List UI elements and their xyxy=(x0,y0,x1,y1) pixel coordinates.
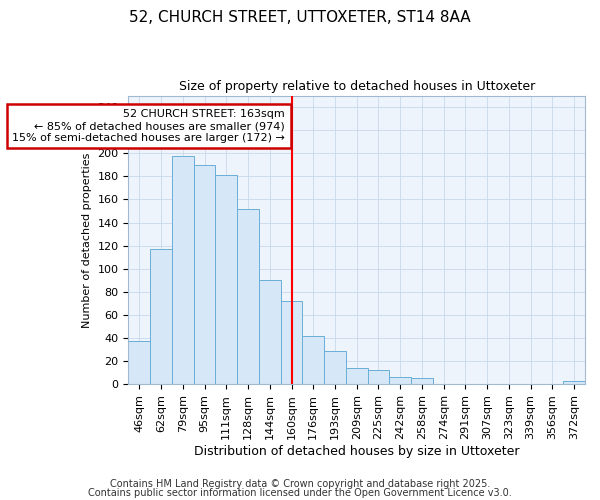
Bar xyxy=(259,280,281,384)
Bar xyxy=(563,380,585,384)
Bar xyxy=(346,368,368,384)
Bar xyxy=(150,249,172,384)
Bar xyxy=(128,342,150,384)
Text: 52, CHURCH STREET, UTTOXETER, ST14 8AA: 52, CHURCH STREET, UTTOXETER, ST14 8AA xyxy=(129,10,471,25)
Text: 52 CHURCH STREET: 163sqm
← 85% of detached houses are smaller (974)
15% of semi-: 52 CHURCH STREET: 163sqm ← 85% of detach… xyxy=(12,110,285,142)
Bar xyxy=(194,165,215,384)
Bar xyxy=(281,301,302,384)
Bar xyxy=(368,370,389,384)
Y-axis label: Number of detached properties: Number of detached properties xyxy=(82,152,92,328)
Bar xyxy=(324,350,346,384)
Bar xyxy=(172,156,194,384)
Bar xyxy=(389,377,411,384)
Bar xyxy=(411,378,433,384)
Bar xyxy=(237,208,259,384)
Text: Contains public sector information licensed under the Open Government Licence v3: Contains public sector information licen… xyxy=(88,488,512,498)
Text: Contains HM Land Registry data © Crown copyright and database right 2025.: Contains HM Land Registry data © Crown c… xyxy=(110,479,490,489)
Bar xyxy=(302,336,324,384)
Bar xyxy=(215,175,237,384)
X-axis label: Distribution of detached houses by size in Uttoxeter: Distribution of detached houses by size … xyxy=(194,444,520,458)
Title: Size of property relative to detached houses in Uttoxeter: Size of property relative to detached ho… xyxy=(179,80,535,93)
